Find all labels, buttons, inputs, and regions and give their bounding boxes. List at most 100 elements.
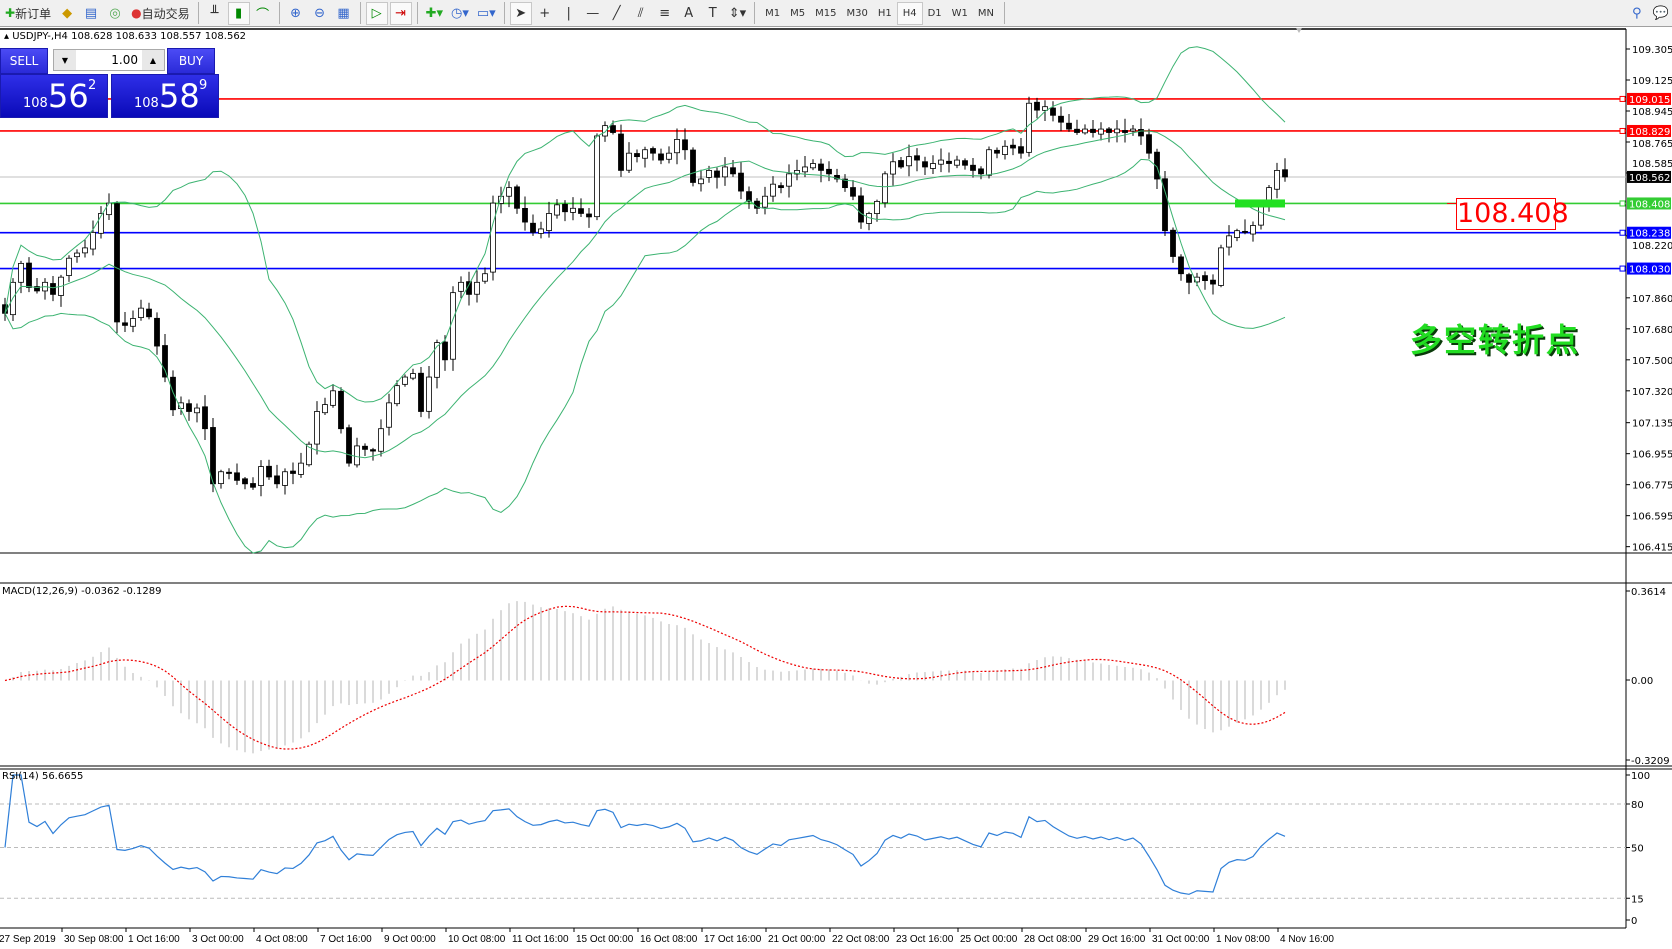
- tile-windows-icon[interactable]: ▦: [337, 5, 350, 21]
- cursor-icon[interactable]: ➤: [509, 1, 532, 25]
- level-price-label: 108.829: [1629, 127, 1670, 138]
- symbol-quote: USDJPY-,H4 108.628 108.633 108.557 108.5…: [12, 31, 247, 42]
- bear-candle: [26, 262, 32, 288]
- bull-candle: [402, 376, 408, 385]
- bear-candle: [898, 160, 904, 168]
- bull-candle: [298, 462, 304, 475]
- zoom-in-icon[interactable]: ⊕: [290, 5, 302, 21]
- bear-candle: [946, 160, 952, 164]
- decrease-lot-icon[interactable]: ▼: [54, 50, 76, 70]
- navigator-icon[interactable]: ▤: [84, 5, 98, 21]
- indicators-icon[interactable]: ✚▾: [425, 5, 443, 21]
- time-label: 21 Oct 00:00: [768, 934, 826, 945]
- bear-candle: [1202, 275, 1208, 282]
- bull-candle: [1250, 225, 1256, 235]
- timeframe-d1[interactable]: D1: [927, 7, 942, 19]
- search-icon[interactable]: ⚲: [1632, 5, 1642, 21]
- bear-candle: [650, 148, 656, 154]
- toolbar: ✚ 新订单 ◆ ▤ ◎ ● 自动交易 ╨ ▮ ⌒ ⊕ ⊖ ▦ ▷ ⇥ ✚▾ ◷▾ ▭…: [0, 0, 1672, 27]
- bear-candle: [234, 472, 240, 481]
- bear-candle: [994, 149, 1000, 154]
- bull-candle: [938, 159, 944, 165]
- arrows-icon[interactable]: ⇕▾: [728, 5, 747, 21]
- bear-candle: [730, 167, 736, 175]
- chart-canvas[interactable]: 109.305 109.125 108.945 108.765 108.585 108.2…: [0, 27, 1672, 949]
- bull-candle: [482, 273, 488, 282]
- increase-lot-icon[interactable]: ▲: [142, 50, 164, 70]
- sell-price-big: 108: [23, 96, 48, 111]
- timeframe-w1[interactable]: W1: [951, 7, 968, 19]
- timeframe-h1[interactable]: H1: [877, 7, 892, 19]
- pivot-annotation-text[interactable]: 多空转折点: [1410, 321, 1581, 359]
- zoom-out-icon[interactable]: ⊖: [314, 5, 326, 21]
- bear-candle: [634, 153, 640, 158]
- separator: [1004, 2, 1006, 24]
- bear-candle: [738, 172, 744, 192]
- signals-icon[interactable]: ◎: [109, 5, 121, 21]
- price-tick-label: 106.415: [1632, 543, 1672, 554]
- bull-candle: [258, 466, 264, 486]
- fibonacci-icon[interactable]: ≡: [659, 5, 671, 21]
- lot-size-input[interactable]: 1.00: [111, 53, 138, 67]
- bull-candle: [426, 376, 432, 412]
- sell-button[interactable]: SELL: [0, 48, 48, 74]
- bear-candle: [1106, 128, 1112, 133]
- trendline-icon[interactable]: ╱: [612, 5, 621, 21]
- time-label: 22 Oct 08:00: [832, 934, 890, 945]
- auto-trading-button[interactable]: ● 自动交易: [131, 6, 190, 21]
- templates-icon[interactable]: ▭▾: [476, 5, 496, 21]
- level-handle: [1619, 265, 1626, 272]
- bull-candle: [378, 428, 384, 452]
- bear-candle: [970, 164, 976, 171]
- text-icon[interactable]: A: [684, 5, 694, 21]
- new-order-button[interactable]: ✚ 新订单: [5, 6, 52, 21]
- bear-candle: [1018, 146, 1024, 154]
- line-chart-icon[interactable]: ⌒: [256, 7, 270, 23]
- buy-price[interactable]: 108 58 9: [111, 74, 219, 118]
- timeframe-mn[interactable]: MN: [977, 7, 995, 19]
- bar-chart-icon[interactable]: ╨: [210, 5, 219, 21]
- bull-candle: [874, 200, 880, 214]
- vertical-line-icon[interactable]: |: [566, 5, 571, 21]
- timeframe-m30[interactable]: M30: [846, 7, 868, 19]
- candlestick-chart-icon[interactable]: ▮: [227, 1, 250, 25]
- timeframe-m15[interactable]: M15: [815, 7, 837, 19]
- text-label-icon[interactable]: T: [708, 5, 717, 21]
- lot-size-stepper[interactable]: ▼ 1.00 ▲: [53, 49, 165, 71]
- bollinger-middle-band: [4, 130, 1286, 459]
- timeframe-m5[interactable]: M5: [790, 7, 806, 19]
- chart-window[interactable]: 109.305 109.125 108.945 108.765 108.585 108.2…: [0, 27, 1672, 949]
- equidistant-channel-icon[interactable]: ⫽: [637, 5, 644, 21]
- crosshair-icon[interactable]: +: [539, 5, 551, 21]
- bear-candle: [1210, 279, 1216, 285]
- price-tick-label: 107.135: [1632, 419, 1672, 430]
- rsi-label: RSI(14) 56.6655: [2, 771, 84, 782]
- buy-button[interactable]: BUY: [167, 48, 215, 74]
- chart-shift-icon[interactable]: ⇥: [389, 1, 412, 25]
- bull-candle: [1234, 230, 1240, 238]
- price-annotation-label[interactable]: 108.408: [1456, 198, 1569, 230]
- bear-candle: [1066, 122, 1072, 130]
- bear-candle: [362, 445, 368, 450]
- timeframe-h4[interactable]: H4: [896, 1, 923, 25]
- market-watch-icon[interactable]: ◆: [62, 5, 73, 21]
- bear-candle: [618, 133, 624, 171]
- bear-candle: [338, 390, 344, 430]
- sell-price[interactable]: 108 56 2: [0, 74, 108, 118]
- bull-candle: [546, 213, 552, 231]
- timeframe-m1[interactable]: M1: [765, 7, 781, 19]
- bear-candle: [1242, 230, 1248, 233]
- bull-candle: [642, 149, 648, 159]
- bull-candle: [1274, 170, 1280, 190]
- bull-candle: [722, 166, 728, 178]
- chat-icon[interactable]: 💬: [1652, 5, 1669, 21]
- timeframe-bar: M1 M5 M15 M30 H1 H4 D1 W1 MN: [760, 1, 999, 25]
- bull-candle: [930, 163, 936, 169]
- bear-candle: [34, 286, 40, 292]
- bull-candle: [786, 173, 792, 187]
- periods-icon[interactable]: ◷▾: [451, 5, 469, 21]
- bull-candle: [538, 228, 544, 234]
- auto-scroll-icon[interactable]: ▷: [365, 1, 388, 25]
- horizontal-line-icon[interactable]: —: [586, 5, 600, 21]
- bear-candle: [1170, 229, 1176, 257]
